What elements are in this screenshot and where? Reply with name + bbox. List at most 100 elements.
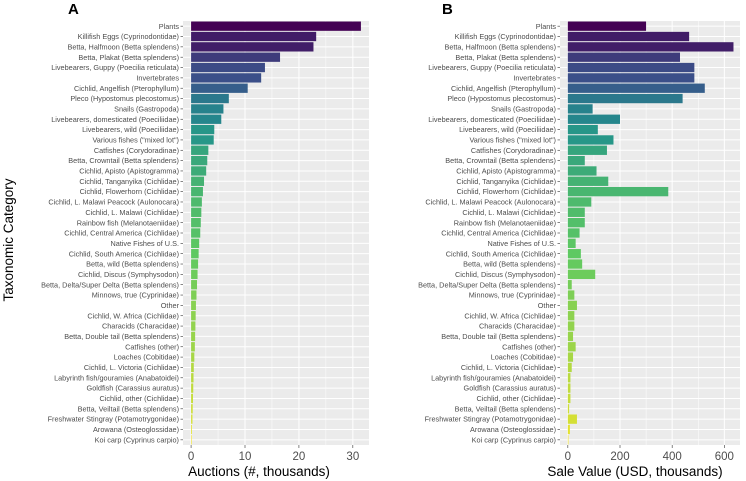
- panel-b-bar: [567, 166, 597, 176]
- panel-a-category-label: Betta, Veiltail (Betta splendens): [78, 404, 179, 413]
- panel-b-bar: [567, 342, 576, 352]
- panel-a-category-label: Other: [161, 301, 180, 310]
- panel-a-bar: [191, 331, 196, 342]
- panel-a-x-tick-label: 0: [188, 451, 194, 463]
- panel-a-bar: [191, 52, 281, 62]
- panel-a-category-label: Livebearers, wild (Poeciliidae): [82, 125, 179, 134]
- panel-b-x-tick-label: 600: [715, 451, 734, 463]
- panel-b-bar: [567, 135, 614, 145]
- panel-a-bar: [191, 238, 200, 248]
- panel-b-bar: [567, 155, 585, 166]
- panel-b-bar: [567, 31, 690, 42]
- panel-a-bar: [191, 93, 229, 104]
- panel-b-category-label: Pleco (Hypostomus plecostomus): [447, 94, 556, 103]
- panel-a-bar: [191, 218, 201, 228]
- panel-b-category-label: Plants: [536, 22, 557, 31]
- panel-b-bar: [567, 238, 576, 248]
- panel-a-bar: [191, 300, 196, 311]
- panel-a-category-label: Koi carp (Cyprinus carpio): [95, 435, 179, 444]
- panel-a-bar: [191, 373, 194, 383]
- y-axis-title: Taxonomic Category: [1, 178, 16, 301]
- panel-b-bar: [567, 197, 592, 207]
- panel-b-bar: [567, 93, 683, 104]
- panel-b-category-label: Minnows, true (Cyprinidae): [469, 291, 556, 300]
- panel-b-x-tick-label: 200: [610, 451, 629, 463]
- panel-a-category-label: Cichlid, Angelfish (Pterophyllum): [74, 84, 179, 93]
- panel-a-bar: [191, 135, 214, 145]
- panel-a-category-label: Betta, Crowntail (Betta splendens): [68, 156, 179, 165]
- panel-a-bar: [191, 249, 199, 259]
- panel-a-category-label: Cichlid, Flowerhorn (Cichlidae): [80, 187, 179, 196]
- panel-a-category-label: Native Fishes of U.S.: [110, 239, 179, 248]
- panel-a-x-tick-label: 30: [346, 451, 359, 463]
- panel-b-bar: [567, 331, 574, 342]
- panel-a-x-tick-label: 10: [239, 451, 252, 463]
- panel-b-bar: [567, 280, 572, 290]
- panel-b-bar: [567, 290, 575, 300]
- panel-a-label: A: [68, 1, 79, 18]
- panel-a-bar: [191, 362, 194, 373]
- panel-a-category-label: Arowana (Osteoglossidae): [93, 425, 179, 434]
- panel-b-category-label: Betta, Delta/Super Delta (Betta splenden…: [418, 280, 556, 289]
- panel-a-bar: [191, 42, 314, 52]
- panel-a-bar: [191, 197, 202, 207]
- panel-b-label: B: [442, 1, 453, 18]
- panel-a-category-label: Livebearers, Guppy (Poecilia reticulata): [51, 63, 179, 72]
- panel-a-category-label: Cichlid, L. Malawi (Cichlidae): [85, 208, 179, 217]
- panel-a-bar: [191, 207, 202, 217]
- panel-b-category-label: Cichlid, Apisto (Apistogramma): [456, 167, 556, 176]
- panel-b-category-label: Betta, Halfmoon (Betta splendens): [444, 42, 556, 51]
- panel-a-bar: [191, 166, 207, 176]
- panel-b-bar: [567, 269, 596, 280]
- panel-a-category-label: Livebearers, domesticated (Poeciliidae): [51, 115, 179, 124]
- panel-b-bar: [567, 414, 577, 424]
- panel-b-category-label: Betta, Crowntail (Betta splendens): [445, 156, 556, 165]
- panel-a-bar: [191, 104, 224, 114]
- panel-a-bar: [191, 83, 248, 93]
- panel-b-category-label: Cichlid, South America (Cichlidae): [446, 249, 556, 258]
- panel-b-category-label: Catfishes (other): [502, 342, 556, 351]
- panel-a-bar: [191, 342, 195, 352]
- panel-b-bar: [567, 228, 580, 238]
- panel-b-bar: [567, 424, 570, 435]
- panel-a-category-label: Catfishes (other): [125, 342, 179, 351]
- panel-b-x-tick-label: 0: [565, 451, 571, 463]
- panel-b-category-label: Labyrinth fish/gouramies (Anabatoidei): [431, 373, 556, 382]
- panel-a-bar: [191, 62, 265, 73]
- panel-b-category-label: Invertebrates: [513, 73, 556, 82]
- panel-a-category-label: Cichlid, Central America (Cichlidae): [64, 229, 179, 238]
- panel-a-bar: [191, 31, 317, 42]
- panel-b-bar: [567, 207, 585, 217]
- panel-a-x-axis-title: Auctions (#, thousands): [188, 464, 330, 479]
- panel-a-category-label: Rainbow fish (Melanotaeniidae): [77, 218, 179, 227]
- panel-a-category-label: Characids (Characidae): [102, 322, 179, 331]
- panel-b-bar: [567, 145, 607, 155]
- panel-b-category-label: Livebearers, domesticated (Poeciliidae): [428, 115, 556, 124]
- panel-a-bar: [191, 290, 197, 300]
- panel-b-bar: [567, 373, 571, 383]
- panel-b-category-label: Loaches (Cobitidae): [491, 353, 556, 362]
- panel-b-category-label: Cichlid, L. Malawi (Cichlidae): [462, 208, 556, 217]
- panel-b-category-label: Cichlid, other (Cichlidae): [477, 394, 557, 403]
- panel-b-category-label: Other: [538, 301, 557, 310]
- panel-a-bar: [191, 404, 193, 414]
- panel-a-category-label: Cichlid, L. Malawi Peacock (Aulonocara): [48, 198, 179, 207]
- panel-a-bar: [191, 280, 198, 290]
- panel-a-bar: [191, 414, 193, 424]
- panel-b-category-label: Livebearers, wild (Poeciliidae): [459, 125, 556, 134]
- panel-a-x-tick-label: 20: [293, 451, 306, 463]
- panel-a-bar: [191, 435, 192, 445]
- panel-a-category-label: Betta, wild (Betta splendens): [86, 260, 179, 269]
- panel-b-bar: [567, 52, 680, 62]
- panel-b-category-label: Betta, wild (Betta splendens): [463, 260, 556, 269]
- panel-a-category-label: Betta, Double tail (Betta splendens): [64, 332, 179, 341]
- panel-a-bar: [191, 176, 205, 186]
- panel-a-bar: [191, 393, 193, 404]
- panel-b-category-label: Cichlid, Angelfish (Pterophyllum): [451, 84, 556, 93]
- panel-b-bar: [567, 21, 647, 31]
- panel-a-bar: [191, 73, 262, 83]
- panel-b-category-label: Characids (Characidae): [479, 322, 556, 331]
- panel-b-x-tick-label: 400: [663, 451, 682, 463]
- panel-b-bar: [567, 114, 620, 124]
